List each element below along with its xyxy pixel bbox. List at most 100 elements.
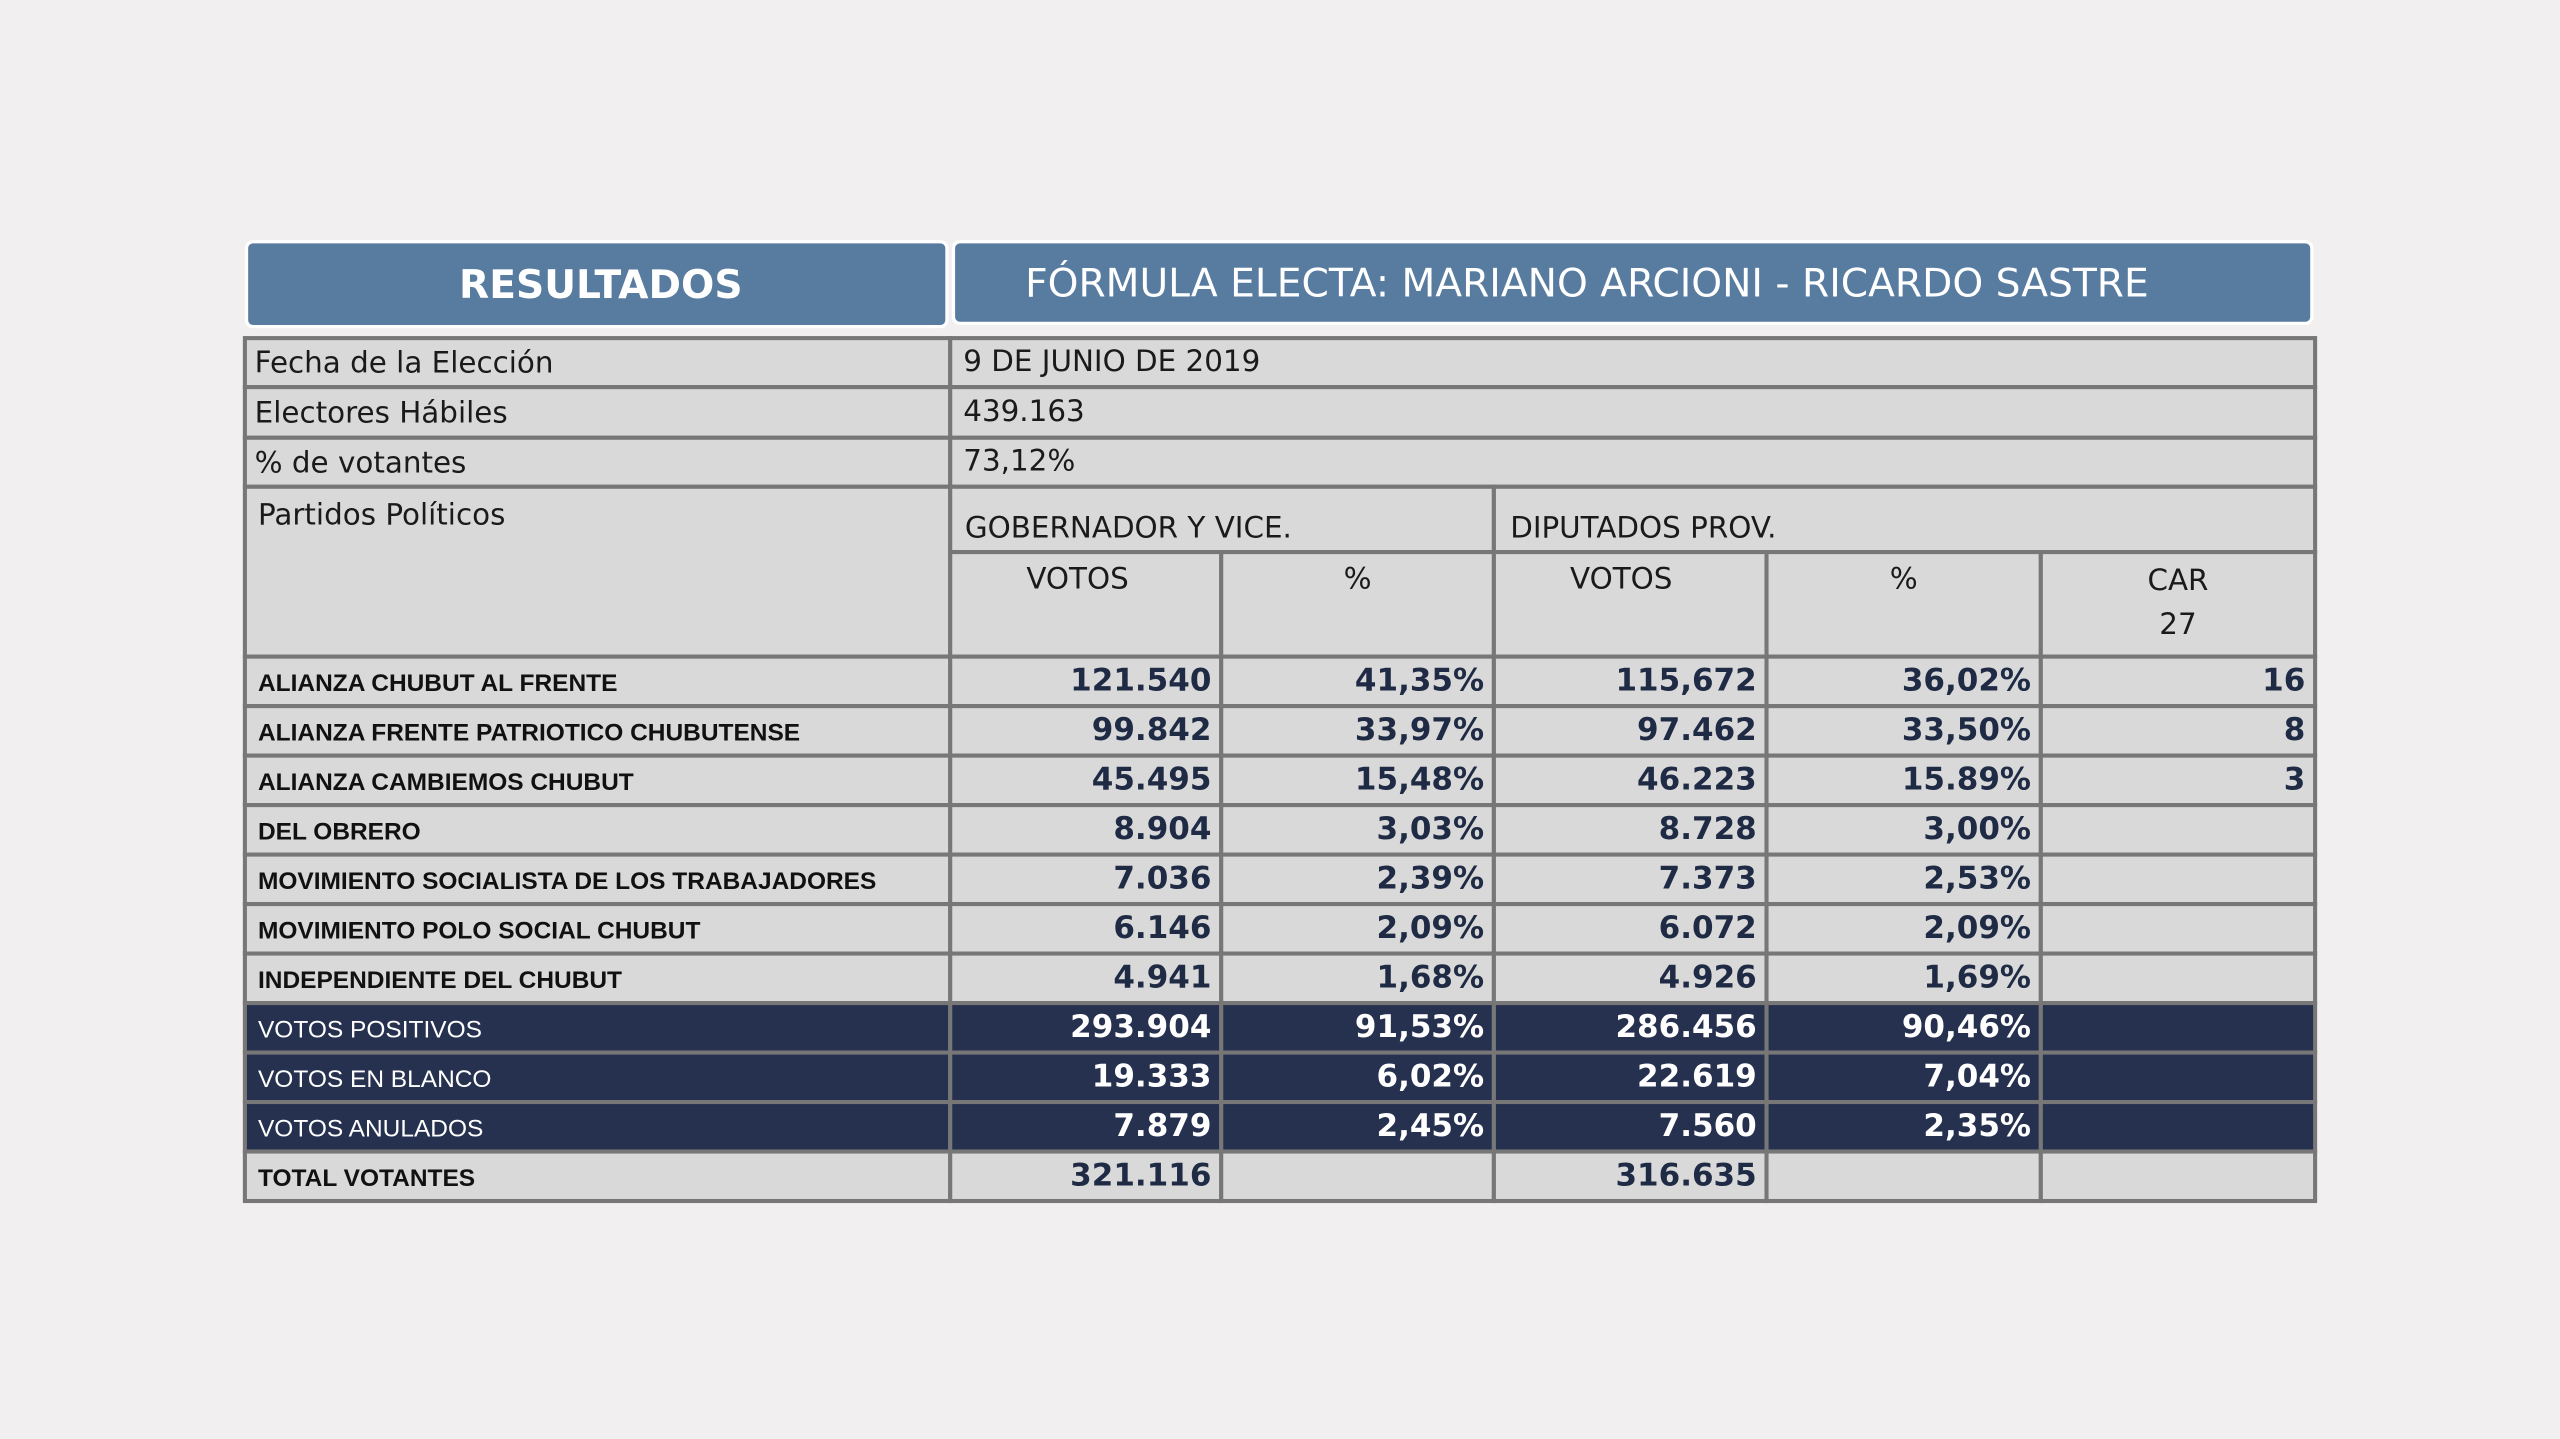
cell [1764,1050,2043,1105]
cell-value: 19.333 [1092,1058,1212,1094]
cell [948,385,2318,440]
cell-value: 16 [2262,662,2305,698]
row-label: ALIANZA CHUBUT AL FRENTE [258,670,617,697]
cell-value: 90,46% [1902,1009,2031,1045]
formula-box [951,240,2314,326]
cell [2038,704,2318,758]
cell-value: 115,672 [1615,662,1756,698]
column-header: VOTOS [1026,561,1128,595]
cell [1219,852,1496,907]
cell [242,654,953,709]
info-value: 73,12% [963,444,1075,478]
cell-value: 33,97% [1355,712,1484,748]
cell-value: 321.116 [1070,1157,1211,1193]
title-box [244,240,949,329]
cell [1491,951,1769,1006]
cell-value: 15,48% [1355,761,1484,797]
cell [1764,852,2043,907]
cell-value: 45.495 [1092,761,1212,797]
row-label: DEL OBRERO [258,819,421,846]
cell-value: 286.456 [1615,1009,1756,1045]
row-label: MOVIMIENTO SOCIALISTA DE LOS TRABAJADORE… [258,868,876,895]
cell-value: 293.904 [1070,1009,1211,1045]
cell [948,1149,1224,1204]
cell-value: 3 [2284,761,2306,797]
cell-value: 15.89% [1902,761,2031,797]
cell-value: 7.560 [1659,1108,1757,1144]
cell-value: 1,69% [1923,959,2031,995]
cell-value: 99.842 [1092,712,1212,748]
cell-value: 4.926 [1659,959,1757,995]
info-label: Fecha de la Elección [255,346,554,380]
cell [1219,803,1496,857]
cell-value: 7.879 [1113,1108,1211,1144]
cell-value: 8.904 [1113,811,1211,847]
cell [1491,484,2318,555]
cell-value: 33,50% [1902,712,2031,748]
cell-value: 6.146 [1113,910,1211,946]
cell [242,1001,953,1055]
cell [2038,902,2318,956]
row-header: Partidos Políticos [258,498,505,532]
cell [2038,1050,2318,1105]
cell-value: 2,35% [1923,1108,2031,1144]
row-label: ALIANZA FRENTE PATRIOTICO CHUBUTENSE [258,720,800,747]
cell [1764,704,2043,758]
cell [2038,803,2318,857]
cell [1491,550,1769,659]
cell-value: 2,09% [1376,910,1484,946]
cell-value: 41,35% [1355,662,1484,698]
column-header: % [1344,561,1372,595]
column-header: % [1890,561,1918,595]
cell [1219,1149,1496,1204]
cell [1764,753,2043,808]
cell-value: 2,39% [1376,860,1484,896]
cell [948,550,1224,659]
cell [1764,1099,2043,1154]
cell-value: 36,02% [1902,662,2031,698]
row-label: VOTOS ANULADOS [258,1116,483,1143]
info-value: 9 DE JUNIO DE 2019 [963,344,1260,378]
cell [1491,902,1769,956]
cell [2038,1099,2318,1154]
group-header: GOBERNADOR Y VICE. [965,511,1292,545]
row-label: ALIANZA CAMBIEMOS CHUBUT [258,769,634,796]
cell-value: 46.223 [1637,761,1757,797]
cell [948,902,1224,956]
cell [1764,654,2043,709]
cell-value: 2,45% [1376,1108,1484,1144]
cell [1764,1001,2043,1055]
cell [948,951,1224,1006]
cell [2038,852,2318,907]
cell-value: 6,02% [1376,1058,1484,1094]
cell [1219,1099,1496,1154]
cell [948,803,1224,857]
cell [948,484,1496,555]
cell-value: 1,68% [1376,959,1484,995]
car-header: CAR [2147,563,2208,597]
cell-value: 22.619 [1637,1058,1757,1094]
cell [242,753,953,808]
cell [2038,550,2318,659]
cell [2038,753,2318,808]
results-table: Fecha de la Elección 9 DE JUNIO DE 2019 El… [242,336,2318,1204]
cell [1764,1149,2043,1204]
info-value: 439.163 [963,394,1084,428]
cell [948,435,2318,489]
cell-value: 91,53% [1355,1009,1484,1045]
cell [2038,1149,2318,1204]
cell [2038,951,2318,1006]
cell-value: 2,53% [1923,860,2031,896]
row-label: TOTAL VOTANTES [258,1165,475,1192]
cell [1491,1099,1769,1154]
cell-value: 316.635 [1615,1157,1756,1193]
cell-value: 7.036 [1113,860,1211,896]
car-total: 27 [2159,607,2196,641]
cell-value: 3,00% [1923,811,2031,847]
cell [242,1050,953,1105]
cell-value: 6.072 [1659,910,1757,946]
row-label: VOTOS EN BLANCO [258,1066,492,1093]
group-header: DIPUTADOS PROV. [1510,511,1776,545]
column-header: VOTOS [1570,561,1672,595]
